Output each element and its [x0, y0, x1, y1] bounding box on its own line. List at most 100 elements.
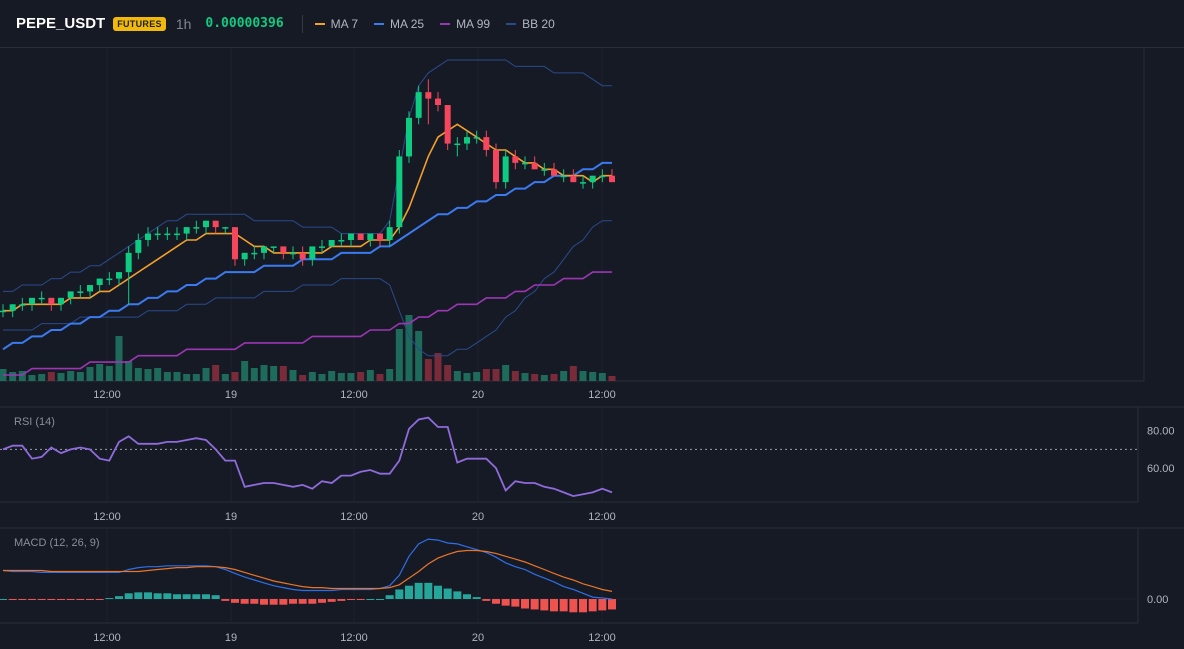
candle-body [522, 162, 528, 165]
macd-histogram-bar [47, 599, 56, 600]
volume-bar [212, 365, 220, 381]
time-tick-main: 12:00 [340, 389, 368, 401]
macd-histogram-bar [453, 591, 462, 599]
volume-bar [531, 374, 539, 381]
volume-bar [154, 368, 162, 381]
macd-histogram-bar [482, 599, 491, 601]
volume-bar [386, 369, 394, 381]
macd-histogram-bar [356, 599, 365, 600]
volume-bar [511, 371, 519, 381]
macd-histogram-bar [530, 599, 539, 610]
candle-body [541, 169, 548, 171]
candle-body [290, 252, 296, 255]
bb-upper-line [3, 59, 612, 292]
time-tick-main: 12:00 [93, 389, 121, 401]
volume-bar [521, 373, 529, 381]
time-tick-macd: 19 [225, 632, 237, 644]
volume-bar [28, 375, 36, 381]
macd-histogram-bar [608, 599, 616, 610]
candle-body [493, 150, 499, 183]
time-tick-main: 12:00 [588, 389, 616, 401]
candle-body [299, 252, 306, 260]
candle-body [483, 137, 490, 150]
macd-histogram-bar [18, 599, 27, 600]
volume-bar [18, 371, 26, 381]
ma99-line [3, 271, 612, 376]
candle-body [425, 92, 432, 99]
legend-ma99[interactable]: MA 99 [440, 17, 490, 31]
macd-title: MACD (12, 26, 9) [14, 537, 100, 549]
macd-histogram-bar [588, 599, 597, 612]
candle-body [512, 156, 519, 163]
candle-body [183, 227, 190, 234]
macd-histogram-bar [192, 594, 201, 599]
legend-ma7-label: MA 7 [330, 16, 359, 31]
symbol-label[interactable]: PEPE_USDT [16, 15, 106, 32]
volume-bar [376, 374, 384, 381]
macd-histogram-bar [327, 599, 336, 602]
volume-bar [115, 336, 123, 381]
header-divider [301, 14, 303, 33]
macd-histogram-bar [337, 599, 346, 601]
candle-body [473, 137, 480, 139]
macd-histogram-bar [144, 592, 152, 599]
volume-bar [569, 366, 577, 381]
volume-bar [337, 373, 345, 381]
macd-histogram-bar [550, 599, 558, 612]
volume-bar [221, 374, 229, 381]
macd-histogram-bar [395, 589, 404, 599]
volume-bar [231, 372, 239, 381]
macd-histogram-bar [424, 582, 433, 599]
candle-body [251, 252, 258, 255]
price-pane[interactable] [0, 59, 616, 381]
candle-body [560, 175, 567, 178]
legend-ma25[interactable]: MA 25 [374, 17, 424, 31]
macd-histogram-bar [105, 598, 114, 600]
candle-body [164, 233, 171, 236]
macd-histogram-bar [559, 599, 568, 612]
volume-bar [347, 373, 355, 381]
legend-bb20[interactable]: BB 20 [506, 17, 555, 31]
volume-bar [9, 372, 17, 381]
volume-bar [598, 373, 606, 381]
rsi-scale-label: 80.00 [1147, 426, 1175, 438]
volume-bar [579, 371, 587, 381]
macd-histogram-bar [308, 599, 317, 604]
macd-histogram-bar [279, 599, 288, 605]
volume-bar [444, 365, 452, 381]
time-tick-rsi: 20 [472, 511, 484, 523]
macd-histogram-bar [540, 599, 549, 611]
candle-body [0, 310, 6, 313]
candle-body [589, 175, 596, 183]
time-tick-macd: 12:00 [93, 632, 121, 644]
candle-body [319, 246, 325, 248]
volume-bar [96, 364, 104, 381]
volume-bar [492, 369, 500, 381]
candle-body [309, 246, 316, 260]
macd-histogram-bar [289, 599, 297, 604]
candle-body [261, 246, 267, 253]
rsi-pane[interactable]: RSI (14) 80.00 60.00 [0, 416, 1175, 498]
macd-histogram-bar [598, 599, 607, 611]
candle-body [174, 233, 180, 236]
volume-bar [357, 372, 365, 381]
macd-histogram-bar [414, 582, 423, 599]
legend-ma7[interactable]: MA 7 [314, 16, 359, 31]
macd-pane[interactable]: MACD (12, 26, 9) 0.00 [0, 537, 1168, 613]
macd-histogram-bar [492, 599, 500, 604]
time-tick-rsi: 12:00 [340, 511, 368, 523]
macd-histogram-bar [385, 595, 394, 599]
candle-body [328, 240, 335, 247]
volume-bar [608, 376, 616, 381]
macd-histogram-bar [76, 599, 85, 600]
macd-histogram-bar [0, 599, 7, 600]
ma25-line [2, 161, 612, 351]
bb-lower-line [3, 220, 612, 357]
candle-body [531, 162, 538, 170]
candle-body [212, 220, 219, 228]
candle-body [106, 278, 113, 281]
macd-histogram-bar [8, 599, 17, 600]
macd-histogram-bar [260, 599, 268, 605]
timeframe-selector[interactable]: 1h [175, 15, 192, 32]
